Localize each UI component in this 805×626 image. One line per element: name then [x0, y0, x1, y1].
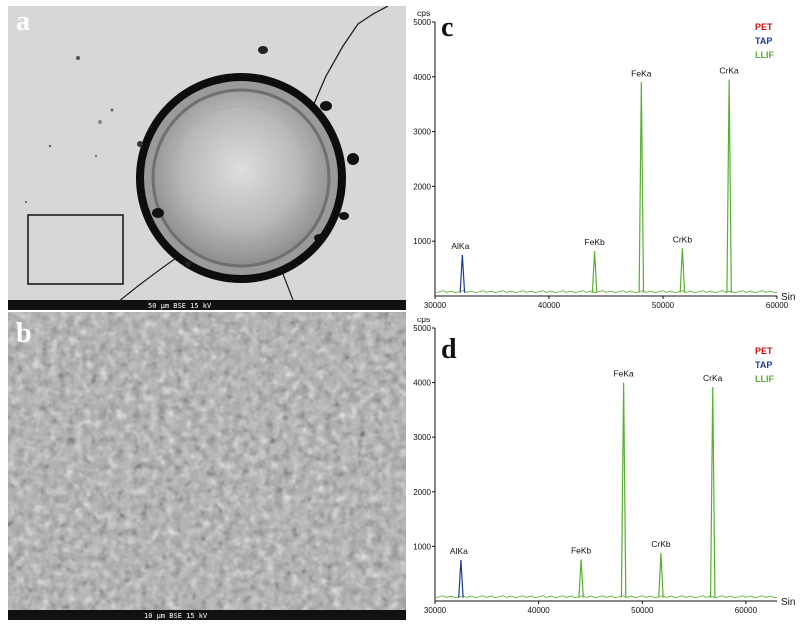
x-tick-label-c: 50000: [652, 301, 675, 310]
peak-label-alka: AlKa: [451, 241, 469, 251]
peak-label-crka: CrKa: [703, 373, 723, 383]
x-tick-label-d: 30000: [424, 606, 447, 615]
peak-label-feka: FeKa: [631, 68, 652, 78]
spectrum-chart-d: d 1000 2000 3000 4000 5000 30000 40000 50000 600…: [413, 318, 795, 615]
spectrum-peak-feka: [620, 382, 627, 598]
spectrum-peak-fekb: [578, 559, 584, 598]
spectrum-peak-feka: [638, 82, 645, 293]
peak-label-crka: CrKa: [719, 66, 739, 76]
panel-label-d: d: [441, 334, 457, 365]
legend-entry-llif: LLIF: [755, 374, 774, 384]
legend-entry-tap: TAP: [755, 36, 772, 46]
legend-entry-tap: TAP: [755, 360, 772, 370]
panel-label-c: c: [441, 12, 453, 43]
spectrum-peak-crka: [709, 386, 716, 598]
y-axis-title-d: cps: [417, 318, 430, 324]
spectrum-peak-crkb: [658, 552, 664, 598]
y-tick-label-d: 5000: [413, 324, 431, 333]
micrograph-a-image: a 50 μm BSE 15 kV: [8, 6, 406, 310]
x-tick-label-d: 60000: [735, 606, 758, 615]
legend-entry-llif: LLIF: [755, 50, 774, 60]
y-tick-label-d: 4000: [413, 379, 431, 388]
micrograph-b-image: b 10 μm BSE 15 kV: [8, 312, 406, 620]
x-tick-label-d: 50000: [631, 606, 654, 615]
spectrum-peak-crka: [726, 79, 732, 293]
y-tick-label-c: 2000: [413, 182, 431, 191]
y-tick-label-c: 4000: [413, 73, 431, 82]
baseline-trace-c: [434, 290, 778, 294]
y-tick-label-d: 1000: [413, 542, 431, 551]
spectrum-peak-crkb: [679, 248, 686, 293]
spectrum-peak-alka: [459, 254, 466, 293]
y-tick-label-d: 3000: [413, 433, 431, 442]
x-tick-label-c: 60000: [766, 301, 789, 310]
micrograph-panel-a: a 50 μm BSE 15 kV: [8, 6, 406, 310]
baseline-trace-d: [434, 595, 778, 599]
x-tick-label-c: 30000: [424, 301, 447, 310]
peak-label-alka: AlKa: [450, 546, 468, 556]
x-tick-label-c: 40000: [538, 301, 561, 310]
peak-label-fekb: FeKb: [571, 546, 592, 556]
peak-label-crkb: CrKb: [651, 539, 671, 549]
scale-bar-b: 10 μm BSE 15 kV: [144, 612, 208, 620]
selection-box: [27, 214, 124, 285]
legend-entry-pet: PET: [755, 22, 773, 32]
spectrum-peak-alka: [458, 560, 464, 598]
peak-label-feka: FeKa: [613, 369, 634, 379]
legend-entry-pet: PET: [755, 346, 773, 356]
spectrum-panel-d: d 1000 2000 3000 4000 5000 30000 40000 50000 600…: [405, 318, 805, 623]
panel-label-a: a: [16, 6, 30, 37]
y-axis-title-c: cps: [417, 8, 430, 18]
micrograph-panel-b: b 10 μm BSE 15 kV: [8, 312, 406, 620]
spectrum-panel-c: c 1000 2000 3000 4000 5000 30000 40000 50000 600…: [405, 8, 805, 313]
x-axis-title-d: Sin: [781, 597, 795, 608]
panel-label-b: b: [16, 318, 32, 349]
y-tick-label-c: 1000: [413, 237, 431, 246]
scale-bar-a: 50 μm BSE 15 kV: [148, 302, 212, 310]
x-tick-label-d: 40000: [528, 606, 551, 615]
x-axis-title-c: Sin: [781, 292, 795, 303]
peak-label-fekb: FeKb: [584, 237, 605, 247]
y-tick-label-c: 3000: [413, 128, 431, 137]
spectrum-chart-c: c 1000 2000 3000 4000 5000 30000 40000 50000 600…: [413, 8, 795, 310]
y-tick-label-d: 2000: [413, 488, 431, 497]
y-tick-label-c: 5000: [413, 18, 431, 27]
spectrum-peak-fekb: [591, 251, 598, 293]
peak-label-crkb: CrKb: [673, 234, 693, 244]
